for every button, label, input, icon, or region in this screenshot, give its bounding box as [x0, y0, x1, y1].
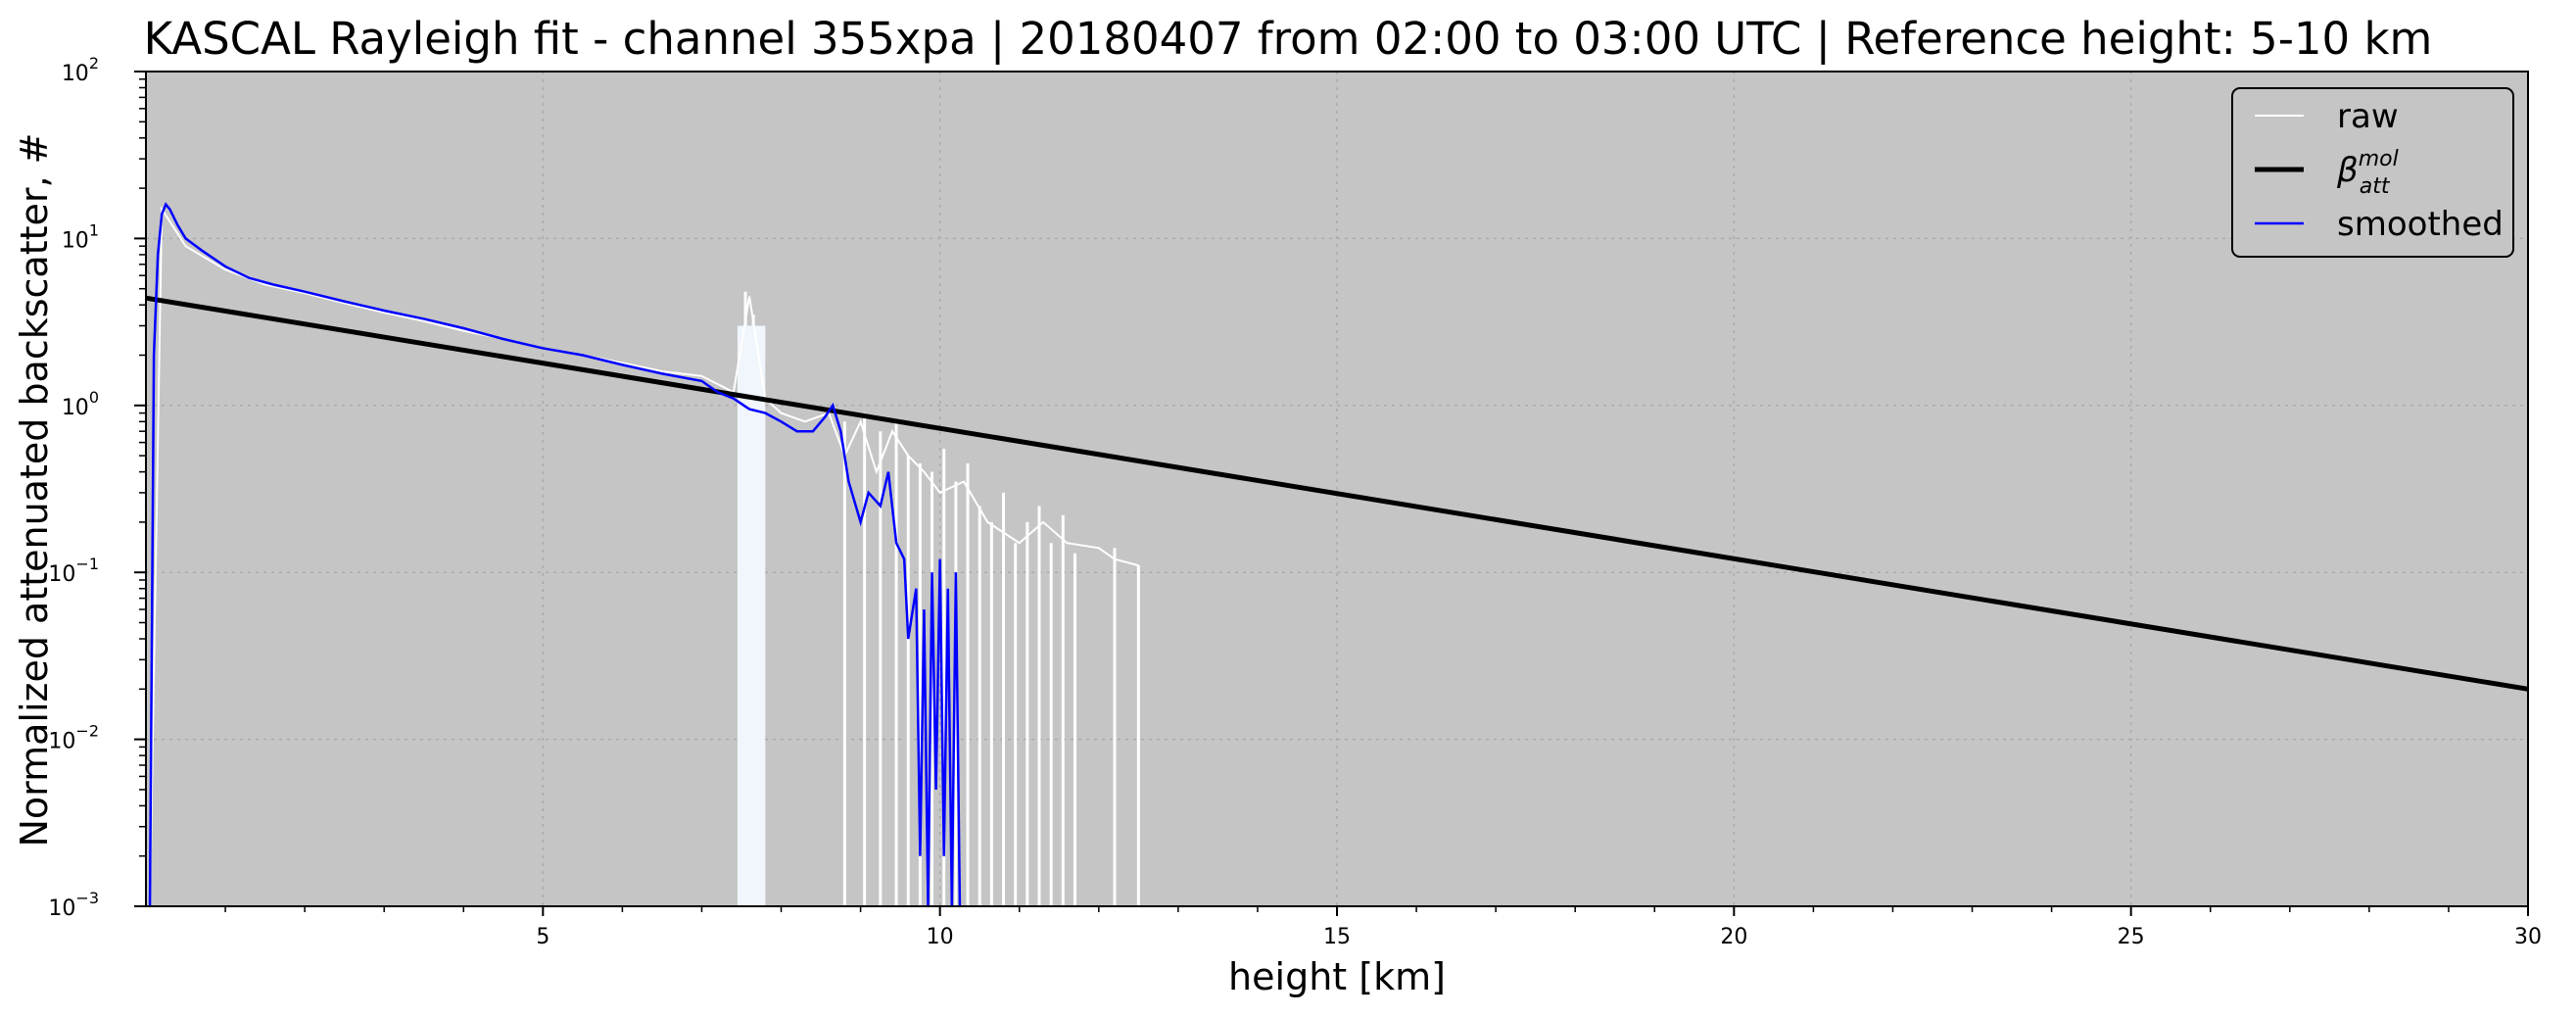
x-tick-label: 20	[1720, 925, 1747, 949]
y-tick-label: 10−3	[48, 889, 99, 921]
y-tick-label: 10−2	[48, 722, 99, 754]
y-tick-exponent: −2	[75, 722, 99, 741]
x-tick-label: 10	[927, 925, 954, 949]
y-tick-exponent: 2	[89, 54, 99, 73]
legend-label: raw	[2337, 97, 2399, 136]
legend-label: smoothed	[2337, 205, 2504, 244]
molecular-series-line	[145, 295, 2529, 692]
x-tick-label: 30	[2514, 925, 2542, 949]
x-tick-label: 15	[1323, 925, 1351, 949]
y-tick-exponent: −1	[75, 555, 99, 573]
y-tick-label: 10−1	[48, 555, 99, 587]
raw-dense-band	[737, 325, 766, 906]
legend-label-sub: att	[2360, 174, 2391, 199]
legend-label-sup: mol	[2359, 147, 2399, 171]
x-axis-label: height [km]	[1228, 955, 1446, 998]
y-tick-label: 100	[62, 388, 99, 420]
chart-title: KASCAL Rayleigh fit - channel 355xpa | 2…	[144, 13, 2433, 65]
x-tick-label: 5	[536, 925, 549, 949]
y-tick-exponent: −3	[75, 889, 99, 907]
y-tick-exponent: 1	[89, 220, 99, 239]
x-axis-ticks: 5 10 15 20 25 30	[224, 906, 2542, 949]
raw-spikes	[737, 291, 1140, 906]
legend-box	[2231, 87, 2514, 258]
smoothed-series-line	[148, 202, 962, 907]
y-tick-exponent: 0	[89, 388, 99, 407]
y-axis-label: Normalized attenuated backscatter, #	[13, 132, 56, 847]
y-tick-label: 102	[62, 54, 99, 86]
x-tick-label: 25	[2118, 925, 2145, 949]
y-tick-label: 101	[62, 220, 99, 253]
plot-area	[145, 71, 2529, 907]
